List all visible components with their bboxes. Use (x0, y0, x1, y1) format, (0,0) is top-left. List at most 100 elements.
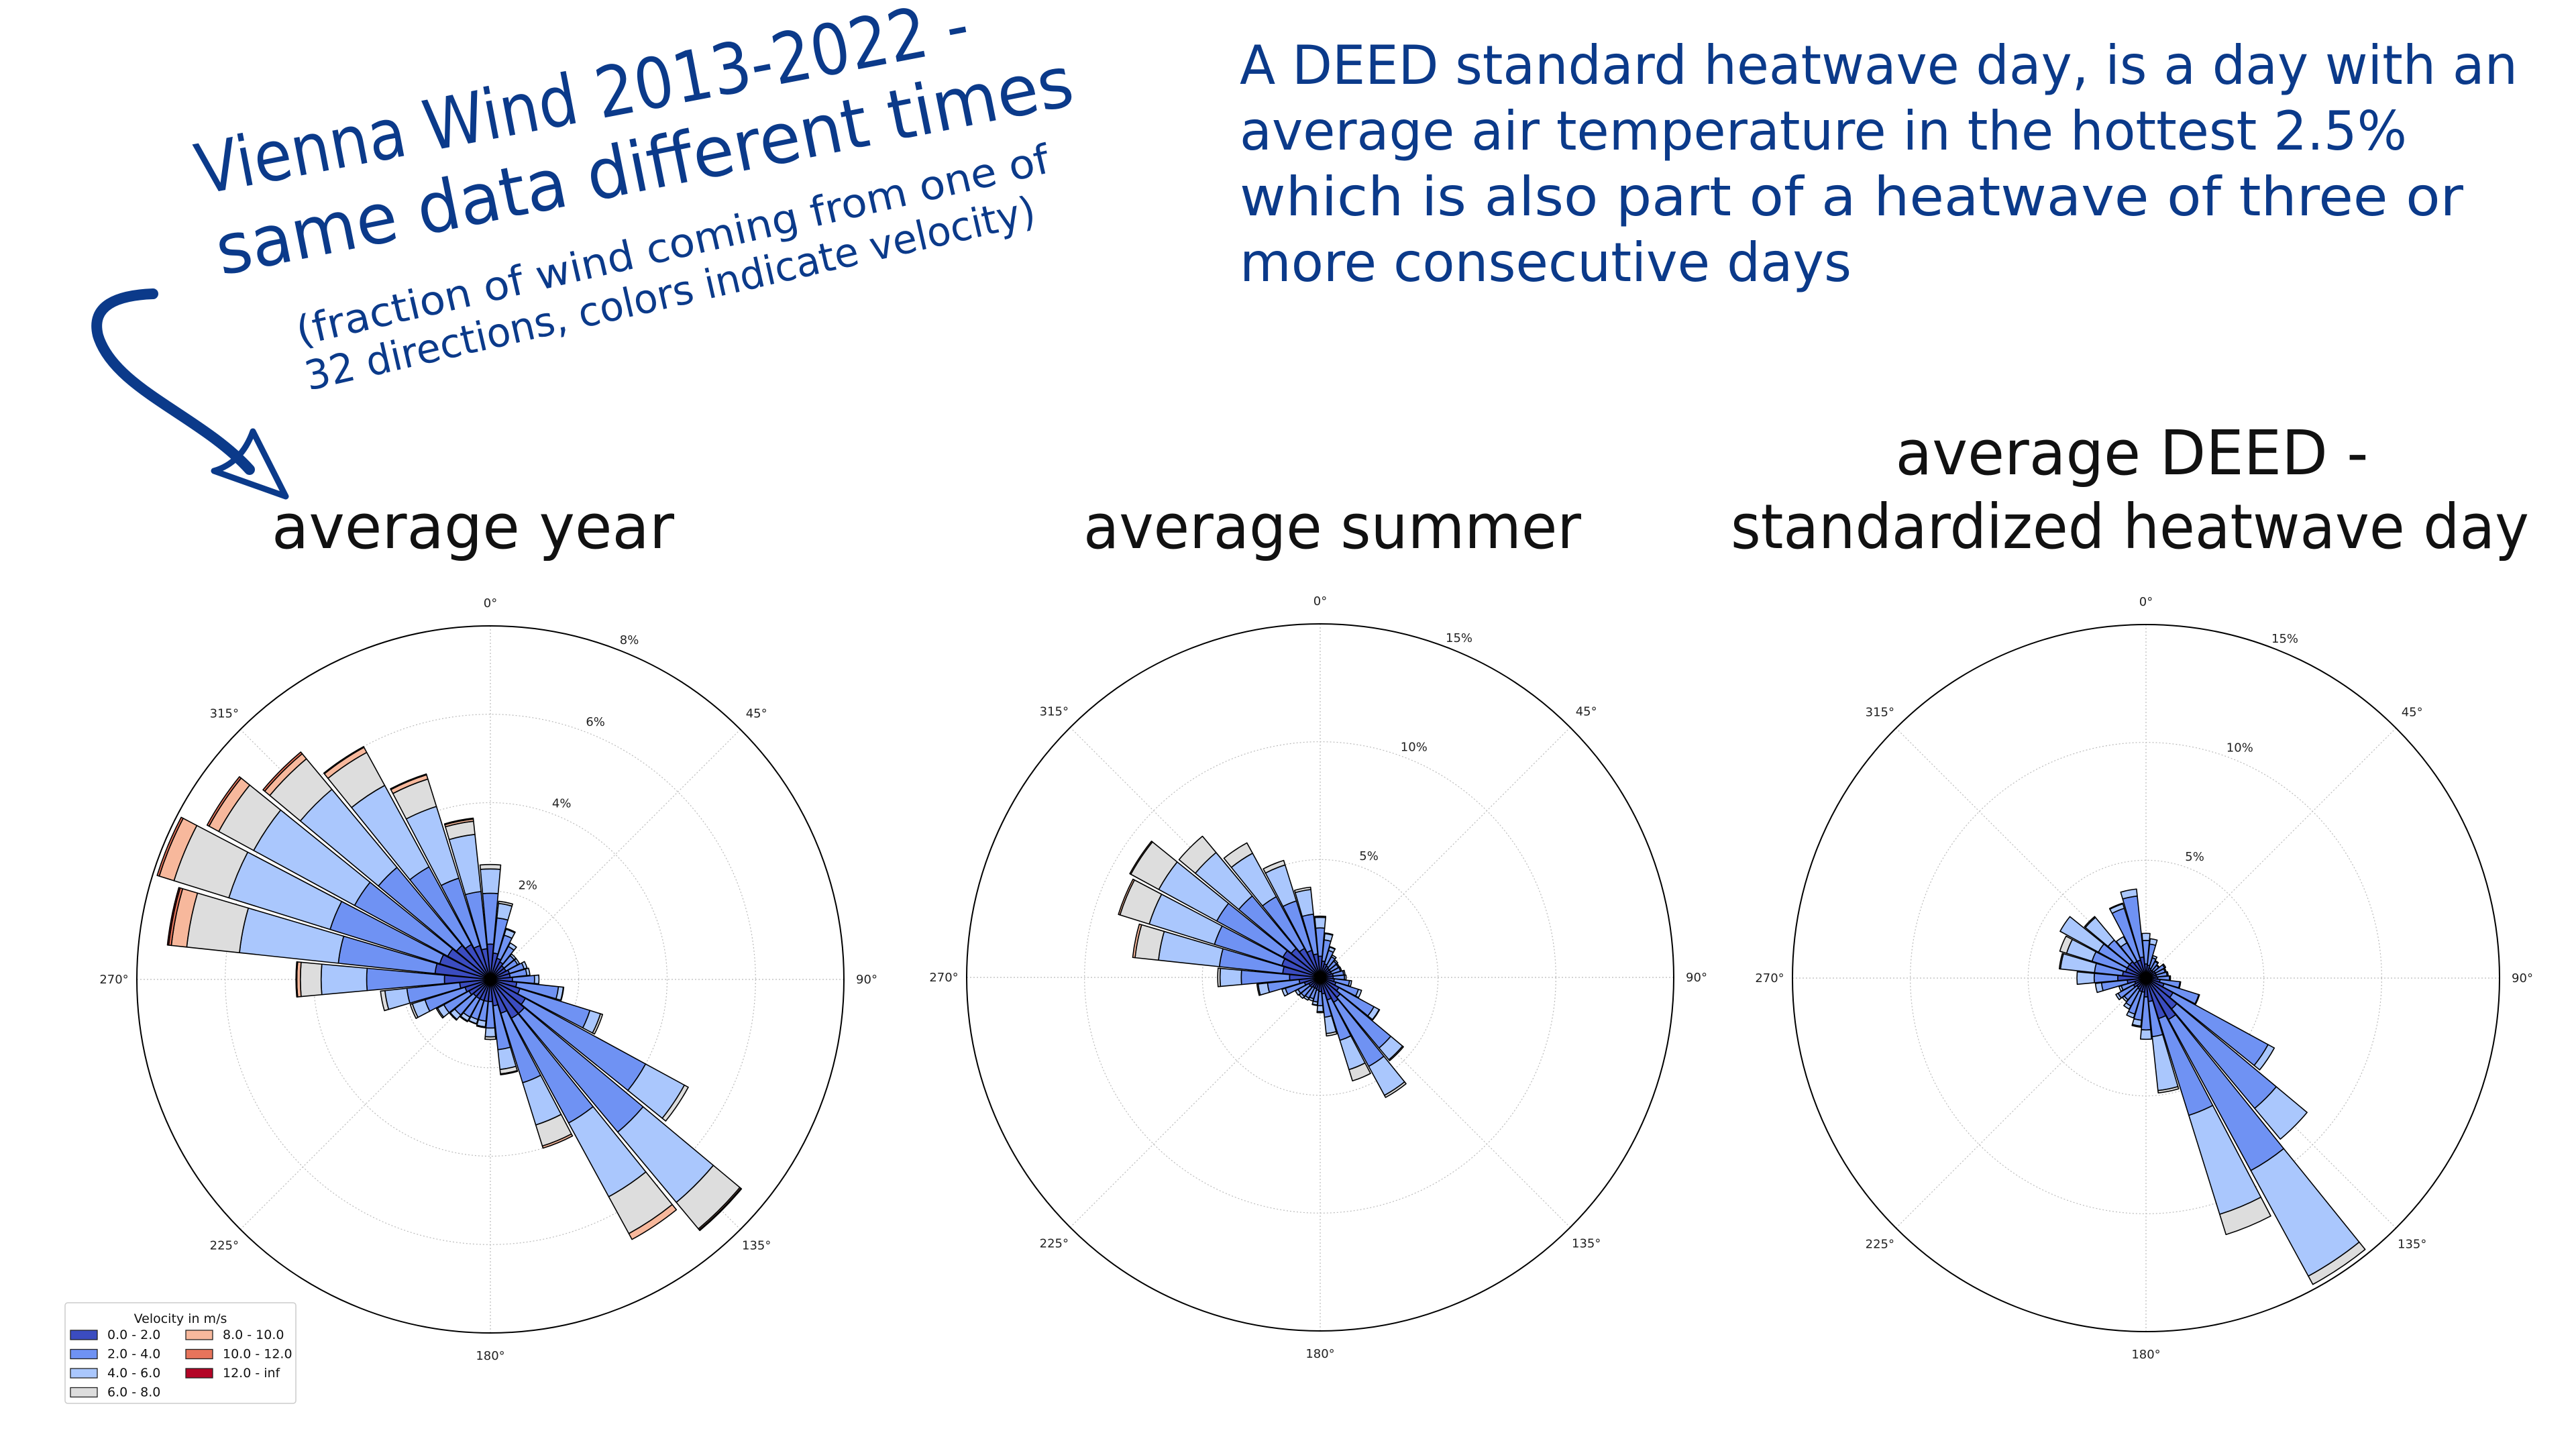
bar-segment-dir-0-bin-2 (2141, 932, 2151, 941)
bar-segment-dir-258.75-bin-3 (1256, 983, 1261, 996)
grid-spoke (1320, 727, 1571, 978)
bar-segment-dir-101.25-bin-2 (2178, 981, 2182, 989)
angle-label: 180° (1305, 1347, 1334, 1361)
angle-label: 45° (746, 706, 767, 720)
angle-label: 90° (2512, 971, 2533, 985)
windrose-0: 0° 45° 90° 135° 180° 225° 270° 315° 2% 4% 6% 8% (99, 596, 877, 1363)
bar-segment-dir-180-bin-3 (1316, 1010, 1324, 1014)
angle-label: 135° (742, 1239, 771, 1253)
legend-label: 8.0 - 10.0 (223, 1328, 284, 1342)
bar-segment-dir-270-bin-3 (1217, 967, 1222, 987)
grid-spoke (490, 729, 741, 980)
radial-label: 5% (2185, 850, 2204, 864)
bar-segment-dir-326.25-bin-2 (2116, 936, 2128, 948)
angle-label: 45° (2402, 705, 2423, 719)
bar-segment-dir-270-bin-5 (295, 961, 299, 998)
legend-frame (64, 1302, 297, 1404)
bar-segment-dir-281.25-bin-3 (186, 892, 250, 953)
legend-label: 0.0 - 2.0 (107, 1328, 160, 1342)
bar-segment-dir-157.5-bin-3 (1348, 1062, 1371, 1082)
bar-segment-dir-281.25-bin-3 (2058, 953, 2064, 970)
radial-label: 15% (1446, 631, 1472, 645)
angle-label: 270° (1755, 971, 1784, 985)
radial-label: 10% (2226, 741, 2253, 755)
bar-segment-dir-168.75-bin-3 (1326, 1031, 1338, 1037)
radial-label: 5% (1359, 849, 1379, 863)
bar-segment-dir-191.25-bin-3 (476, 1024, 486, 1028)
legend-swatch (70, 1348, 98, 1360)
bar-segment-dir-348.75-bin-3 (1293, 886, 1311, 894)
bar-segment-dir-281.25-bin-4 (1132, 923, 1142, 959)
bar-segment-dir-123.75-bin-3 (1372, 1009, 1381, 1021)
angle-label: 0° (484, 596, 497, 610)
bar-segment-dir-101.25-bin-3 (560, 986, 565, 1001)
bar-segment-dir-11.25-bin-3 (1324, 932, 1334, 936)
bar-segment-dir-168.75-bin-4 (500, 1070, 519, 1075)
bar-segment-dir-270-bin-3 (299, 961, 323, 998)
bar-segment-dir-337.5-bin-3 (2108, 902, 2124, 910)
angle-label: 90° (856, 973, 877, 987)
windrose-2: 0° 45° 90° 135° 180° 225° 270° 315° 5% 10% 15% (1755, 595, 2533, 1362)
bar-segment-dir-303.75-bin-4 (1129, 841, 1153, 875)
radial-label: 4% (552, 797, 572, 811)
bar-segment-dir-123.75-bin-3 (661, 1084, 689, 1122)
bar-segment-dir-112.5-bin-2 (1355, 988, 1362, 998)
legend-swatch (70, 1387, 98, 1398)
chart-title-heatwave-line-1: average DEED - (1896, 417, 2369, 489)
velocity-legend: Velocity in m/s 0.0 - 2.0 2.0 - 4.0 4.0 - … (64, 1302, 297, 1404)
bar-segment-dir-213.75-bin-2 (2123, 1002, 2132, 1010)
angle-label: 135° (1572, 1237, 1601, 1251)
bar-segment-dir-270-bin-2 (2076, 971, 2095, 985)
legend-label: 6.0 - 8.0 (107, 1385, 160, 1400)
bar-segment-dir-258.75-bin-2 (2094, 982, 2104, 994)
bar-segment-dir-135-bin-5 (698, 1187, 743, 1232)
bar-segment-dir-78.75-bin-2 (2165, 971, 2169, 977)
bar-segment-dir-90-bin-2 (2169, 975, 2171, 981)
bar-segment-dir-337.5-bin-5 (390, 773, 427, 790)
bar-segment-dir-45-bin-2 (1333, 959, 1338, 965)
bar-segment-dir-180-bin-2 (484, 1027, 496, 1038)
bar-segment-dir-292.5-bin-3 (2059, 935, 2073, 954)
angle-label: 315° (210, 706, 239, 720)
bar-segment-dir-67.5-bin-2 (521, 961, 528, 970)
radial-label: 15% (2271, 632, 2298, 646)
legend-label: 10.0 - 12.0 (223, 1347, 292, 1362)
bar-segment-dir-247.5-bin-2 (1281, 987, 1289, 997)
angle-label: 225° (1866, 1238, 1894, 1252)
bar-segment-dir-146.25-bin-4 (628, 1203, 678, 1240)
polar-frame (1792, 624, 2500, 1332)
bar-segment-dir-22.5-bin-3 (1329, 946, 1336, 950)
bar-segment-dir-146.25-bin-3 (1383, 1081, 1407, 1098)
bar-segment-dir-168.75-bin-3 (2157, 1085, 2180, 1093)
bar-segment-dir-236.25-bin-2 (2115, 992, 2122, 1001)
radial-label: 10% (1401, 740, 1428, 754)
bar-segment-dir-258.75-bin-2 (384, 987, 411, 1010)
polar-frame (136, 625, 845, 1334)
bar-segment-dir-326.25-bin-3 (1223, 842, 1253, 868)
bar-segment-dir-303.75-bin-2 (2059, 916, 2104, 953)
bar-segment-dir-303.75-bin-5 (206, 776, 242, 827)
bar-segment-dir-11.25-bin-2 (2149, 938, 2158, 946)
polar-frame (966, 623, 1674, 1332)
bar-segment-dir-281.25-bin-6 (166, 887, 181, 946)
arrow-icon (91, 288, 289, 500)
angle-label: 180° (2131, 1348, 2160, 1362)
radial-label: 6% (586, 715, 605, 729)
legend-label: 12.0 - inf (223, 1366, 281, 1381)
angle-label: 270° (929, 971, 958, 985)
legend-label: 4.0 - 6.0 (107, 1366, 160, 1381)
bar-segment-dir-112.5-bin-3 (592, 1013, 604, 1035)
grid-spoke (1069, 977, 1321, 1228)
bar-segment-dir-135-bin-2 (2254, 1086, 2308, 1140)
bar-segment-dir-292.5-bin-4 (1118, 878, 1135, 916)
bar-segment-dir-315-bin-5 (262, 751, 303, 792)
bar-segment-dir-202.5-bin-3 (468, 1020, 478, 1025)
legend-label: 2.0 - 4.0 (107, 1347, 160, 1362)
chart-title-heatwave-line-2: standardized heatwave day (1731, 491, 2529, 563)
legend-swatch (185, 1348, 213, 1360)
bar-segment-dir-22.5-bin-2 (2151, 955, 2158, 960)
bar-segment-dir-258.75-bin-3 (380, 989, 390, 1012)
bar-segment-dir-292.5-bin-5 (156, 816, 184, 877)
bar-segment-dir-270-bin-2 (1219, 967, 1242, 987)
bar-segment-dir-0-bin-3 (479, 863, 502, 870)
